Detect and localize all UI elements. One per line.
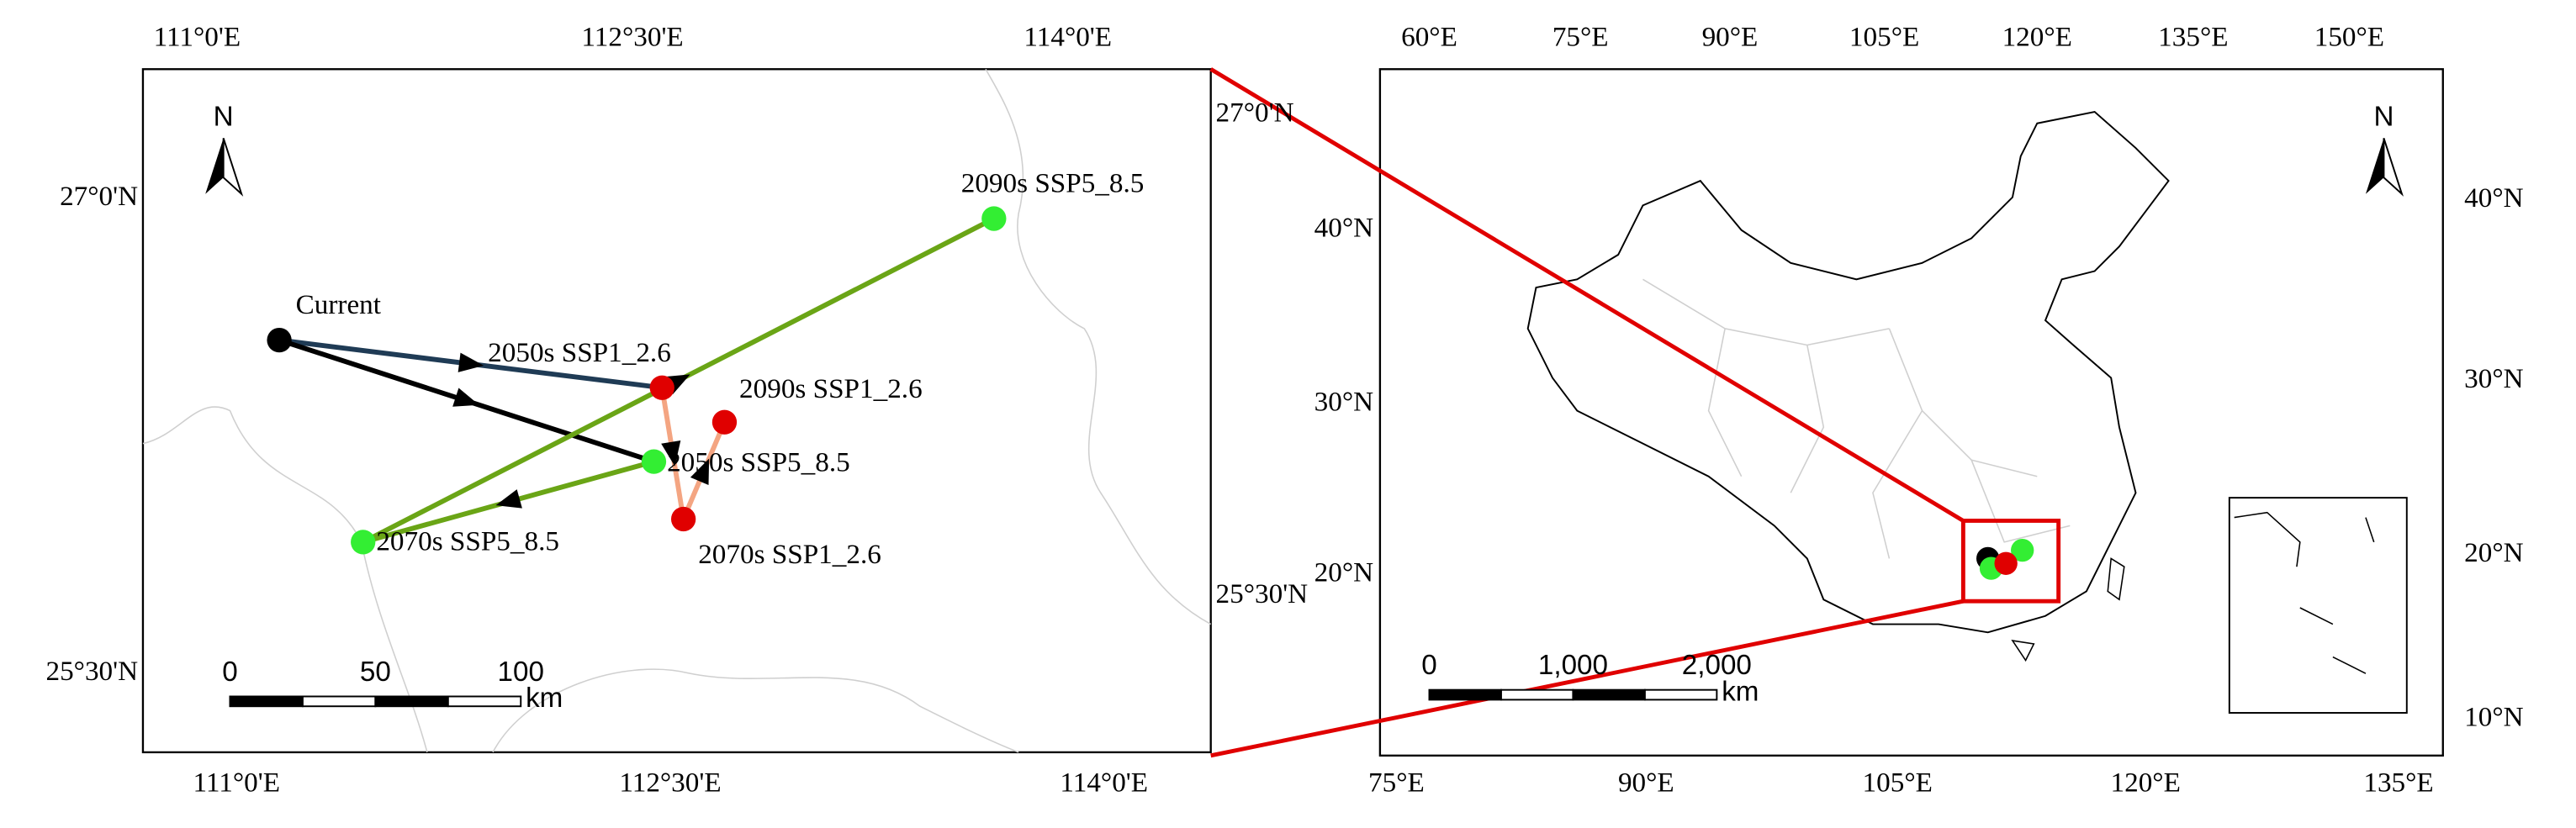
- label: 75°E: [1552, 22, 1609, 53]
- label: 150°E: [2314, 22, 2384, 53]
- label: 120°E: [2002, 22, 2072, 53]
- label: 25°30'N: [1216, 578, 1309, 609]
- label: 90°E: [1618, 767, 1674, 799]
- label: Current: [296, 289, 382, 320]
- centroid-point: [711, 409, 738, 435]
- label: km: [1722, 676, 1759, 707]
- label: 111°0'E: [193, 767, 280, 799]
- label: 90°E: [1702, 22, 1759, 53]
- label: N: [2373, 102, 2394, 133]
- label: 2070s SSP1_2.6: [698, 539, 881, 570]
- north-arrow: [2383, 138, 2404, 197]
- scale-segment: [374, 695, 449, 708]
- label: 0: [222, 657, 237, 688]
- label: 10°N: [2464, 701, 2523, 732]
- label: 30°N: [1314, 386, 1373, 417]
- label: 100: [498, 657, 544, 688]
- scale-segment: [1428, 688, 1502, 701]
- scale-segment: [301, 695, 377, 708]
- centroid-point: [641, 449, 667, 474]
- label: 2050s SSP5_8.5: [667, 447, 850, 478]
- left-map-frame: [141, 68, 1212, 754]
- label: km: [526, 683, 563, 714]
- label: 114°0'E: [1060, 767, 1148, 799]
- centroid-point: [981, 206, 1007, 231]
- scale-segment: [1572, 688, 1646, 701]
- label: 75°E: [1368, 767, 1425, 799]
- label: 27°0'N: [1216, 98, 1294, 129]
- direction-arrow: [661, 440, 681, 467]
- label: N: [214, 102, 234, 133]
- south-sea-inset: [2228, 497, 2408, 715]
- scale-segment: [229, 695, 304, 708]
- label: 2070s SSP5_8.5: [376, 525, 559, 556]
- scale-segment: [1643, 688, 1718, 701]
- direction-arrow: [495, 489, 522, 509]
- label: 2090s SSP5_8.5: [961, 168, 1145, 199]
- centroid-point: [649, 375, 674, 400]
- label: 50: [360, 657, 391, 688]
- label: 60°E: [1401, 22, 1457, 53]
- scale-segment: [447, 695, 522, 708]
- label: 30°N: [2464, 363, 2523, 394]
- direction-arrow: [458, 352, 484, 372]
- left-basemap: [142, 68, 1212, 753]
- label: 105°E: [1849, 22, 1919, 53]
- extent-connector: [1209, 67, 1965, 523]
- extent-box: [1960, 519, 2061, 604]
- centroid-point: [2011, 538, 2034, 562]
- label: 111°0'E: [154, 22, 241, 53]
- direction-arrow: [452, 388, 479, 407]
- label: 2,000: [1682, 650, 1752, 681]
- scale-segment: [1500, 688, 1574, 701]
- label: 40°N: [1314, 212, 1373, 243]
- label: 112°30'E: [619, 767, 721, 799]
- centroid-point: [670, 506, 696, 532]
- extent-connector: [1210, 599, 1964, 758]
- label: 25°30'N: [45, 656, 138, 687]
- direction-arrow: [690, 458, 710, 486]
- centroid-point: [351, 530, 376, 555]
- label: 120°E: [2111, 767, 2181, 799]
- label: 0: [1421, 650, 1436, 681]
- label: 135°E: [2363, 767, 2433, 799]
- label: 20°N: [1314, 557, 1373, 588]
- centroid-point: [1994, 551, 2018, 575]
- north-arrow: [222, 138, 244, 197]
- label: 1,000: [1538, 650, 1608, 681]
- label: 2050s SSP1_2.6: [488, 337, 671, 368]
- label: 27°0'N: [60, 181, 138, 212]
- label: 114°0'E: [1024, 22, 1112, 53]
- centroid-point: [267, 327, 292, 353]
- label: 135°E: [2158, 22, 2228, 53]
- label: 112°30'E: [581, 22, 683, 53]
- china-outline: [1526, 111, 2170, 662]
- label: 105°E: [1863, 767, 1933, 799]
- label: 20°N: [2464, 537, 2523, 568]
- label: 40°N: [2464, 182, 2523, 214]
- inset-outline: [2234, 511, 2375, 674]
- label: 2090s SSP1_2.6: [739, 373, 923, 404]
